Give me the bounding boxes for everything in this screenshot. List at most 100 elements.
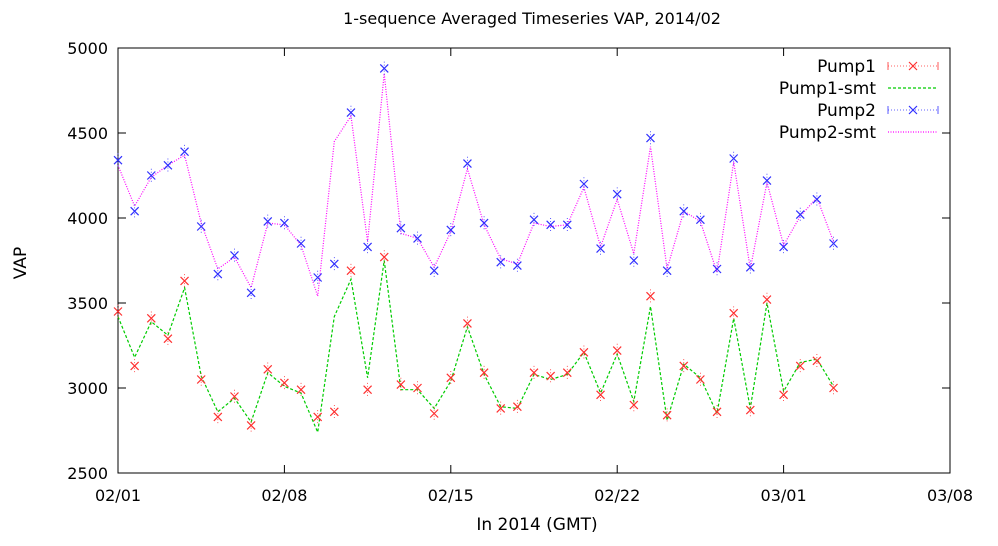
data-point — [246, 288, 256, 298]
data-point — [729, 154, 739, 163]
data-point — [113, 155, 123, 165]
data-point — [213, 269, 223, 279]
series-points-pump2 — [113, 61, 838, 300]
data-point — [662, 266, 672, 276]
data-point — [363, 385, 373, 395]
legend-label: Pump1-smt — [779, 79, 876, 99]
data-point — [180, 147, 189, 157]
data-point — [762, 176, 772, 186]
data-point — [646, 133, 655, 143]
data-point — [429, 409, 439, 418]
data-point — [695, 375, 705, 384]
data-point — [379, 63, 389, 73]
data-point — [795, 361, 805, 371]
data-point — [363, 242, 373, 252]
y-axis-label: VAP — [11, 247, 31, 279]
data-point — [512, 261, 522, 271]
legend-label: Pump1 — [817, 57, 876, 77]
data-point — [329, 407, 339, 417]
data-point — [479, 368, 489, 378]
data-point — [446, 225, 456, 235]
data-point — [296, 239, 306, 248]
data-point — [629, 400, 639, 410]
data-point — [479, 218, 489, 228]
x-axis-label: In 2014 (GMT) — [476, 515, 597, 535]
y-tick-label: 2500 — [67, 464, 108, 483]
data-point — [413, 233, 422, 243]
data-point — [130, 361, 140, 371]
data-point — [712, 264, 722, 274]
data-point — [146, 171, 156, 180]
x-tick-label: 02/15 — [428, 486, 474, 505]
x-tick-label: 02/01 — [95, 486, 141, 505]
data-point — [113, 307, 123, 316]
y-tick-label: 3000 — [67, 379, 108, 398]
data-point — [313, 273, 323, 282]
data-point — [263, 216, 273, 226]
data-point — [196, 222, 206, 231]
data-point — [512, 402, 522, 412]
data-point — [612, 346, 622, 356]
axes: 2500 3000 3500 4000 4500 5000 02/01 02/08 02/15 0… — [67, 39, 973, 505]
data-point — [329, 259, 339, 269]
data-point — [612, 189, 622, 199]
data-point — [246, 420, 256, 430]
legend-marker — [908, 105, 918, 115]
series-line-pump2-smt — [117, 73, 835, 297]
legend-marker — [908, 61, 918, 71]
x-tick-label: 03/08 — [927, 486, 973, 505]
data-point — [163, 334, 173, 344]
x-tick-label: 03/01 — [761, 486, 807, 505]
data-point — [529, 215, 539, 225]
data-point — [313, 412, 323, 422]
data-point — [629, 256, 639, 265]
data-point — [146, 313, 156, 323]
series-line-pump1-smt — [117, 260, 835, 435]
data-point — [180, 276, 189, 286]
data-point — [829, 239, 838, 248]
series-layer — [113, 61, 838, 435]
data-point — [745, 405, 755, 415]
legend-label: Pump2 — [817, 101, 876, 121]
data-point — [562, 220, 572, 230]
data-point — [413, 383, 422, 393]
data-point — [213, 412, 223, 422]
data-point — [230, 250, 239, 260]
data-point — [695, 215, 705, 225]
data-point — [496, 257, 506, 267]
data-point — [662, 410, 672, 420]
data-point — [546, 220, 556, 230]
data-point — [396, 223, 406, 233]
data-point — [263, 364, 273, 374]
data-point — [279, 218, 289, 228]
data-point — [346, 266, 356, 276]
data-point — [346, 108, 356, 118]
data-point — [812, 356, 822, 366]
x-tick-label: 02/22 — [594, 486, 640, 505]
x-tick-label: 02/08 — [261, 486, 307, 505]
data-point — [429, 266, 439, 276]
data-point — [230, 392, 239, 401]
data-point — [596, 390, 605, 400]
data-point — [296, 385, 306, 395]
y-tick-label: 3500 — [67, 294, 108, 313]
data-point — [579, 347, 589, 357]
data-point — [646, 291, 655, 301]
plot-frame — [117, 47, 951, 474]
data-point — [779, 390, 789, 400]
data-point — [196, 375, 206, 384]
data-point — [546, 371, 556, 381]
data-point — [279, 378, 289, 388]
data-point — [829, 383, 838, 393]
data-point — [812, 194, 822, 204]
data-point — [396, 380, 406, 390]
data-point — [712, 407, 722, 417]
data-point — [562, 368, 572, 378]
data-point — [679, 361, 689, 371]
data-point — [745, 262, 755, 272]
data-point — [795, 210, 805, 220]
data-point — [529, 368, 539, 378]
